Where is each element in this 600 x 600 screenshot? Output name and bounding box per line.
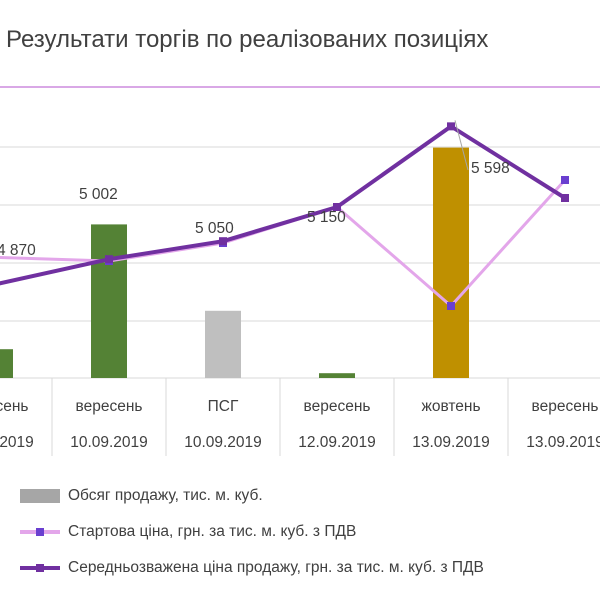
start-price-marker: [561, 176, 569, 184]
legend-label-volume: Обсяг продажу, тис. м. куб.: [68, 487, 263, 504]
x-tick-label: 09.09.2019: [0, 434, 34, 451]
x-tick-label: вересень: [532, 398, 599, 415]
avg-price-marker: [333, 203, 341, 211]
start-price-marker: [447, 302, 455, 310]
x-tick-label: 12.09.2019: [298, 434, 376, 451]
legend-label-avg-price: Середньозважена ціна продажу, грн. за ти…: [68, 559, 484, 576]
x-tick-label: 10.09.2019: [70, 434, 148, 451]
legend-label-start-price: Стартова ціна, грн. за тис. м. куб. з ПД…: [68, 523, 357, 540]
legend-item-volume: Обсяг продажу, тис. м. куб.: [20, 478, 484, 514]
data-label: 5 150: [307, 209, 346, 226]
data-label: 4 870: [0, 242, 36, 259]
legend-swatch-volume: [20, 489, 60, 503]
legend-item-start-price: Стартова ціна, грн. за тис. м. куб. з ПД…: [20, 514, 484, 550]
avg-price-marker: [561, 194, 569, 202]
avg-price-marker: [219, 237, 227, 246]
legend-swatch-avg-price: [20, 561, 60, 575]
legend-swatch-start-price: [20, 525, 60, 539]
x-tick-label: 13.09.2019: [526, 434, 600, 451]
avg-price-marker: [447, 122, 455, 131]
chart-title: Результати торгів по реалізованих позиці…: [6, 26, 489, 53]
volume-bar: [91, 224, 127, 378]
x-tick-label: вересень: [0, 398, 28, 415]
data-label: 5 002: [79, 186, 118, 203]
legend-item-avg-price: Середньозважена ціна продажу, грн. за ти…: [20, 550, 484, 586]
avg-price-marker: [105, 255, 113, 264]
data-label: 5 598: [471, 160, 510, 177]
x-tick-label: 13.09.2019: [412, 434, 490, 451]
title-divider: [0, 86, 600, 88]
x-tick-label: вересень: [76, 398, 143, 415]
data-label-leader: [454, 120, 469, 171]
data-label: 5 050: [195, 220, 234, 237]
chart-legend: Обсяг продажу, тис. м. куб. Стартова цін…: [20, 478, 484, 586]
chart-plot: 4 870 5 002 5 050 5 150 5 598 вересень 09.09.2…: [0, 120, 600, 456]
volume-bar: [319, 373, 355, 378]
volume-bar: [0, 349, 13, 378]
x-tick-label: ПСГ: [208, 398, 239, 415]
x-tick-label: жовтень: [421, 398, 480, 415]
avg-price-line: [0, 124, 567, 286]
volume-bar: [205, 310, 241, 378]
volume-bar: [433, 147, 469, 378]
x-tick-label: 10.09.2019: [184, 434, 262, 451]
x-tick-label: вересень: [304, 398, 371, 415]
